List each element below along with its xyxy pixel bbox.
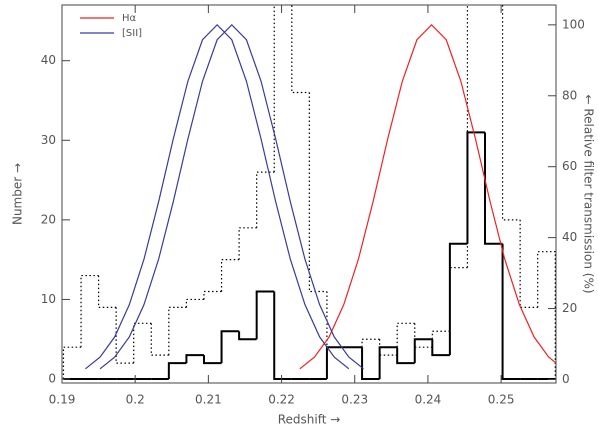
histogram-bin xyxy=(291,5,310,94)
transmission-curve xyxy=(85,24,364,370)
histogram-bin xyxy=(361,338,380,348)
y-tick-label: 0 xyxy=(48,372,56,386)
y-tick-label: 30 xyxy=(41,133,56,147)
legend-label: [SII] xyxy=(122,28,142,39)
histogram-bin xyxy=(273,291,292,381)
histogram-bin xyxy=(220,330,240,364)
y-tick-label: 10 xyxy=(41,292,56,306)
histogram-bin xyxy=(466,5,469,268)
histogram-bin xyxy=(203,290,222,300)
histogram-bin xyxy=(202,355,222,365)
histogram-bin xyxy=(97,275,117,308)
histogram-bin xyxy=(484,132,503,245)
histogram-bin xyxy=(185,354,204,364)
y2-tick-label: 80 xyxy=(562,88,577,102)
histogram-bin xyxy=(185,298,204,308)
plot-area xyxy=(62,5,556,381)
legend-label: Hα xyxy=(122,13,137,24)
histogram-bin xyxy=(413,338,433,364)
histogram-bin xyxy=(168,306,187,356)
histogram-bin xyxy=(414,323,433,348)
histogram-bin xyxy=(466,131,486,244)
histogram-bin xyxy=(431,339,450,357)
histogram-bin xyxy=(378,346,398,380)
histogram-bin xyxy=(379,339,398,356)
histogram-bin xyxy=(256,171,275,228)
x-tick-label: 0.2 xyxy=(126,393,145,407)
y2-axis-label: ← Relative filter transmission (%) xyxy=(582,94,596,293)
histogram-bin xyxy=(308,92,327,293)
histogram-bin xyxy=(449,267,468,332)
y2-tick-label: 100 xyxy=(562,17,585,31)
histogram-bin xyxy=(167,362,187,380)
histogram-bin xyxy=(238,227,257,260)
histogram-bin xyxy=(396,322,415,356)
histogram-bin xyxy=(62,346,82,380)
histogram-bin xyxy=(150,323,169,356)
x-tick-label: 0.22 xyxy=(268,393,295,407)
y2-tick-label: 40 xyxy=(562,230,577,244)
histogram-bin xyxy=(396,347,415,365)
histogram-bin xyxy=(361,347,380,381)
x-tick-label: 0.21 xyxy=(195,393,222,407)
histogram-bin xyxy=(519,219,538,308)
histogram-bin xyxy=(80,274,99,348)
x-axis-label: Redshift → xyxy=(278,413,341,427)
histogram-bin xyxy=(431,330,450,348)
y-tick-label: 20 xyxy=(41,212,56,226)
plot-frame xyxy=(61,4,557,384)
y2-tick-label: 60 xyxy=(562,159,577,173)
histogram-bin xyxy=(537,251,556,380)
x-tick-label: 0.23 xyxy=(341,393,368,407)
histogram-bin xyxy=(448,242,468,356)
histogram-bin xyxy=(133,322,152,364)
histogram-bin xyxy=(238,331,257,341)
y2-tick-label: 20 xyxy=(562,301,577,315)
transmission-curve xyxy=(299,24,556,370)
histogram-bin xyxy=(220,259,240,292)
y-tick-label: 40 xyxy=(41,53,56,67)
y-axis-label: Number → xyxy=(11,163,25,225)
x-tick-label: 0.24 xyxy=(415,393,442,407)
histogram-bin xyxy=(501,5,521,221)
x-tick-label: 0.19 xyxy=(49,393,76,407)
histogram-bin xyxy=(255,290,275,340)
x-tick-label: 0.25 xyxy=(488,393,515,407)
histogram-bin xyxy=(501,243,521,381)
y2-tick-label: 0 xyxy=(562,372,570,386)
